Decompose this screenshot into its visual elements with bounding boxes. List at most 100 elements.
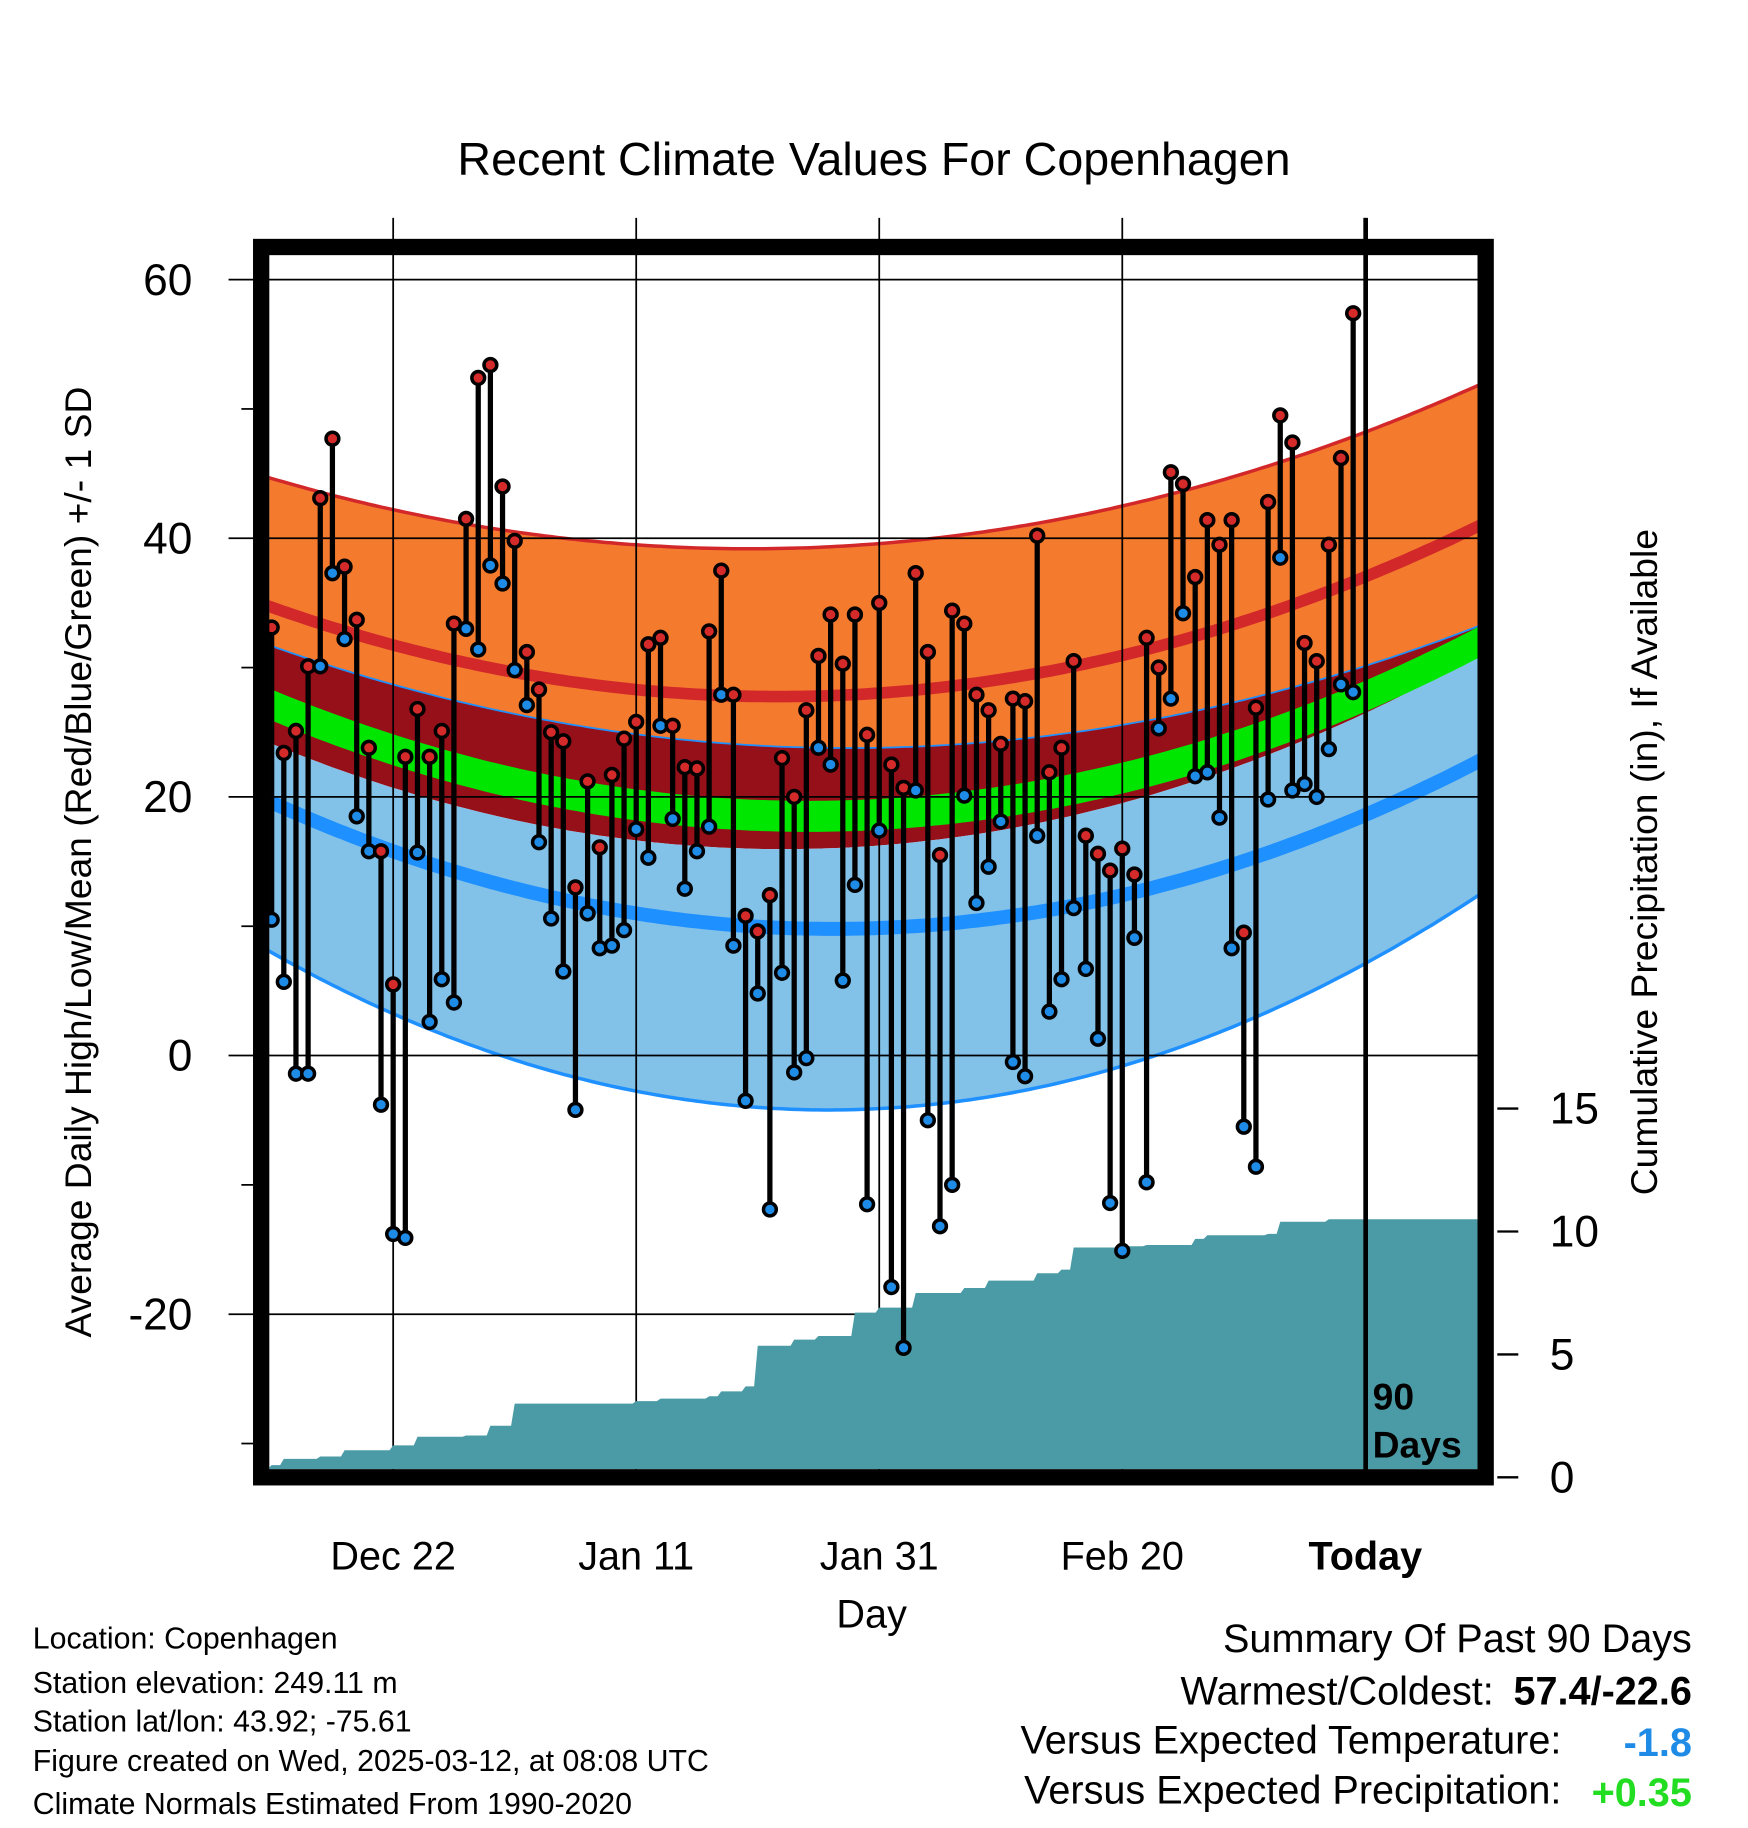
low-point xyxy=(1053,971,1070,988)
low-point xyxy=(834,972,851,989)
high-point xyxy=(1296,634,1313,652)
high-point xyxy=(822,606,839,623)
temp-value: -1.8 xyxy=(1624,1721,1692,1765)
low-point xyxy=(907,782,924,799)
low-point xyxy=(433,971,450,988)
high-point xyxy=(1320,536,1338,553)
high-point xyxy=(1101,862,1119,879)
low-point xyxy=(1089,1030,1107,1047)
low-point xyxy=(1016,1068,1034,1085)
low-point xyxy=(688,843,706,860)
low-minus-sd-edge xyxy=(269,893,1478,1112)
high-point xyxy=(555,733,572,750)
low-point xyxy=(1235,1118,1252,1135)
y-right-tick-label: 0 xyxy=(1550,1453,1575,1502)
y-tick-label: 20 xyxy=(143,773,192,822)
high-point xyxy=(1223,512,1240,529)
temp-label: Versus Expected Temperature: xyxy=(1020,1718,1561,1762)
high-point xyxy=(786,788,803,806)
high-point xyxy=(1174,475,1192,493)
low-point xyxy=(1296,775,1313,793)
high-point xyxy=(725,686,742,703)
low-point xyxy=(725,937,742,954)
low-point xyxy=(336,630,353,648)
high-point xyxy=(798,702,815,719)
low-point xyxy=(1320,740,1338,758)
low-point xyxy=(372,1096,390,1113)
low-point xyxy=(1199,764,1216,781)
low-point xyxy=(1345,684,1362,701)
low-point xyxy=(397,1229,414,1247)
plot-frame xyxy=(253,238,1494,1486)
high-mean-line xyxy=(269,520,1478,703)
high-point xyxy=(385,976,402,993)
high-point xyxy=(919,643,937,661)
warm-cold-value: 57.4/-22.6 xyxy=(1513,1670,1691,1714)
y-tick-label: 0 xyxy=(168,1032,193,1081)
high-point xyxy=(421,748,438,765)
low-point xyxy=(846,876,864,894)
low-point xyxy=(1138,1174,1155,1191)
high-point xyxy=(518,643,535,661)
high-point xyxy=(1272,407,1289,424)
low-point xyxy=(615,921,633,939)
low-point xyxy=(810,739,827,756)
high-point xyxy=(1114,840,1131,857)
x-axis-label: Day xyxy=(836,1593,907,1637)
low-point xyxy=(931,1218,949,1235)
high-point xyxy=(846,606,864,623)
low-point xyxy=(628,821,645,838)
high-point xyxy=(1089,845,1107,862)
low-sd-band xyxy=(269,655,1478,1110)
high-point xyxy=(1016,693,1034,710)
low-point xyxy=(348,808,365,825)
high-point xyxy=(530,681,548,698)
low-point xyxy=(421,1013,438,1031)
low-point xyxy=(542,910,560,927)
low-point xyxy=(555,963,572,980)
high-point xyxy=(1284,434,1301,451)
low-point xyxy=(579,905,596,922)
x-tick-label: Dec 22 xyxy=(330,1534,456,1578)
low-point xyxy=(749,985,766,1002)
high-point xyxy=(907,565,924,582)
low-point xyxy=(858,1196,876,1213)
high-point xyxy=(1247,699,1265,716)
high-point xyxy=(968,686,985,703)
high-point xyxy=(1235,924,1252,941)
precip-label: Versus Expected Precipitation: xyxy=(1024,1769,1561,1813)
high-point xyxy=(542,724,560,741)
high-point xyxy=(470,369,487,387)
low-point xyxy=(943,1176,961,1194)
low-point xyxy=(1126,929,1143,947)
y-axis-right-label: Cumulative Precipitation (in), If Availa… xyxy=(1623,529,1665,1195)
high-point xyxy=(494,478,511,495)
high-point xyxy=(737,907,754,925)
high-point xyxy=(1077,827,1094,844)
high-point xyxy=(372,843,390,860)
high-point xyxy=(336,558,353,575)
high-point xyxy=(1259,493,1277,511)
high-point xyxy=(931,846,949,864)
high-point xyxy=(688,760,706,777)
low-point xyxy=(798,1049,815,1067)
low-point xyxy=(1211,809,1228,826)
y-tick-label: -20 xyxy=(128,1290,192,1339)
low-point xyxy=(1259,791,1277,808)
y-tick-label: 60 xyxy=(143,256,192,305)
high-point xyxy=(397,748,414,765)
low-point xyxy=(1284,782,1301,799)
low-point xyxy=(312,658,329,675)
low-point xyxy=(1162,690,1180,707)
normals-bands xyxy=(269,383,1478,1112)
low-point xyxy=(737,1092,754,1109)
low-point xyxy=(676,880,693,897)
y-tick-label: 40 xyxy=(143,514,192,563)
high-point xyxy=(883,756,900,773)
low-point xyxy=(761,1201,779,1218)
high-point xyxy=(312,490,329,507)
high-point xyxy=(943,602,961,619)
precip-area xyxy=(269,1219,1478,1470)
low-point xyxy=(822,756,839,773)
